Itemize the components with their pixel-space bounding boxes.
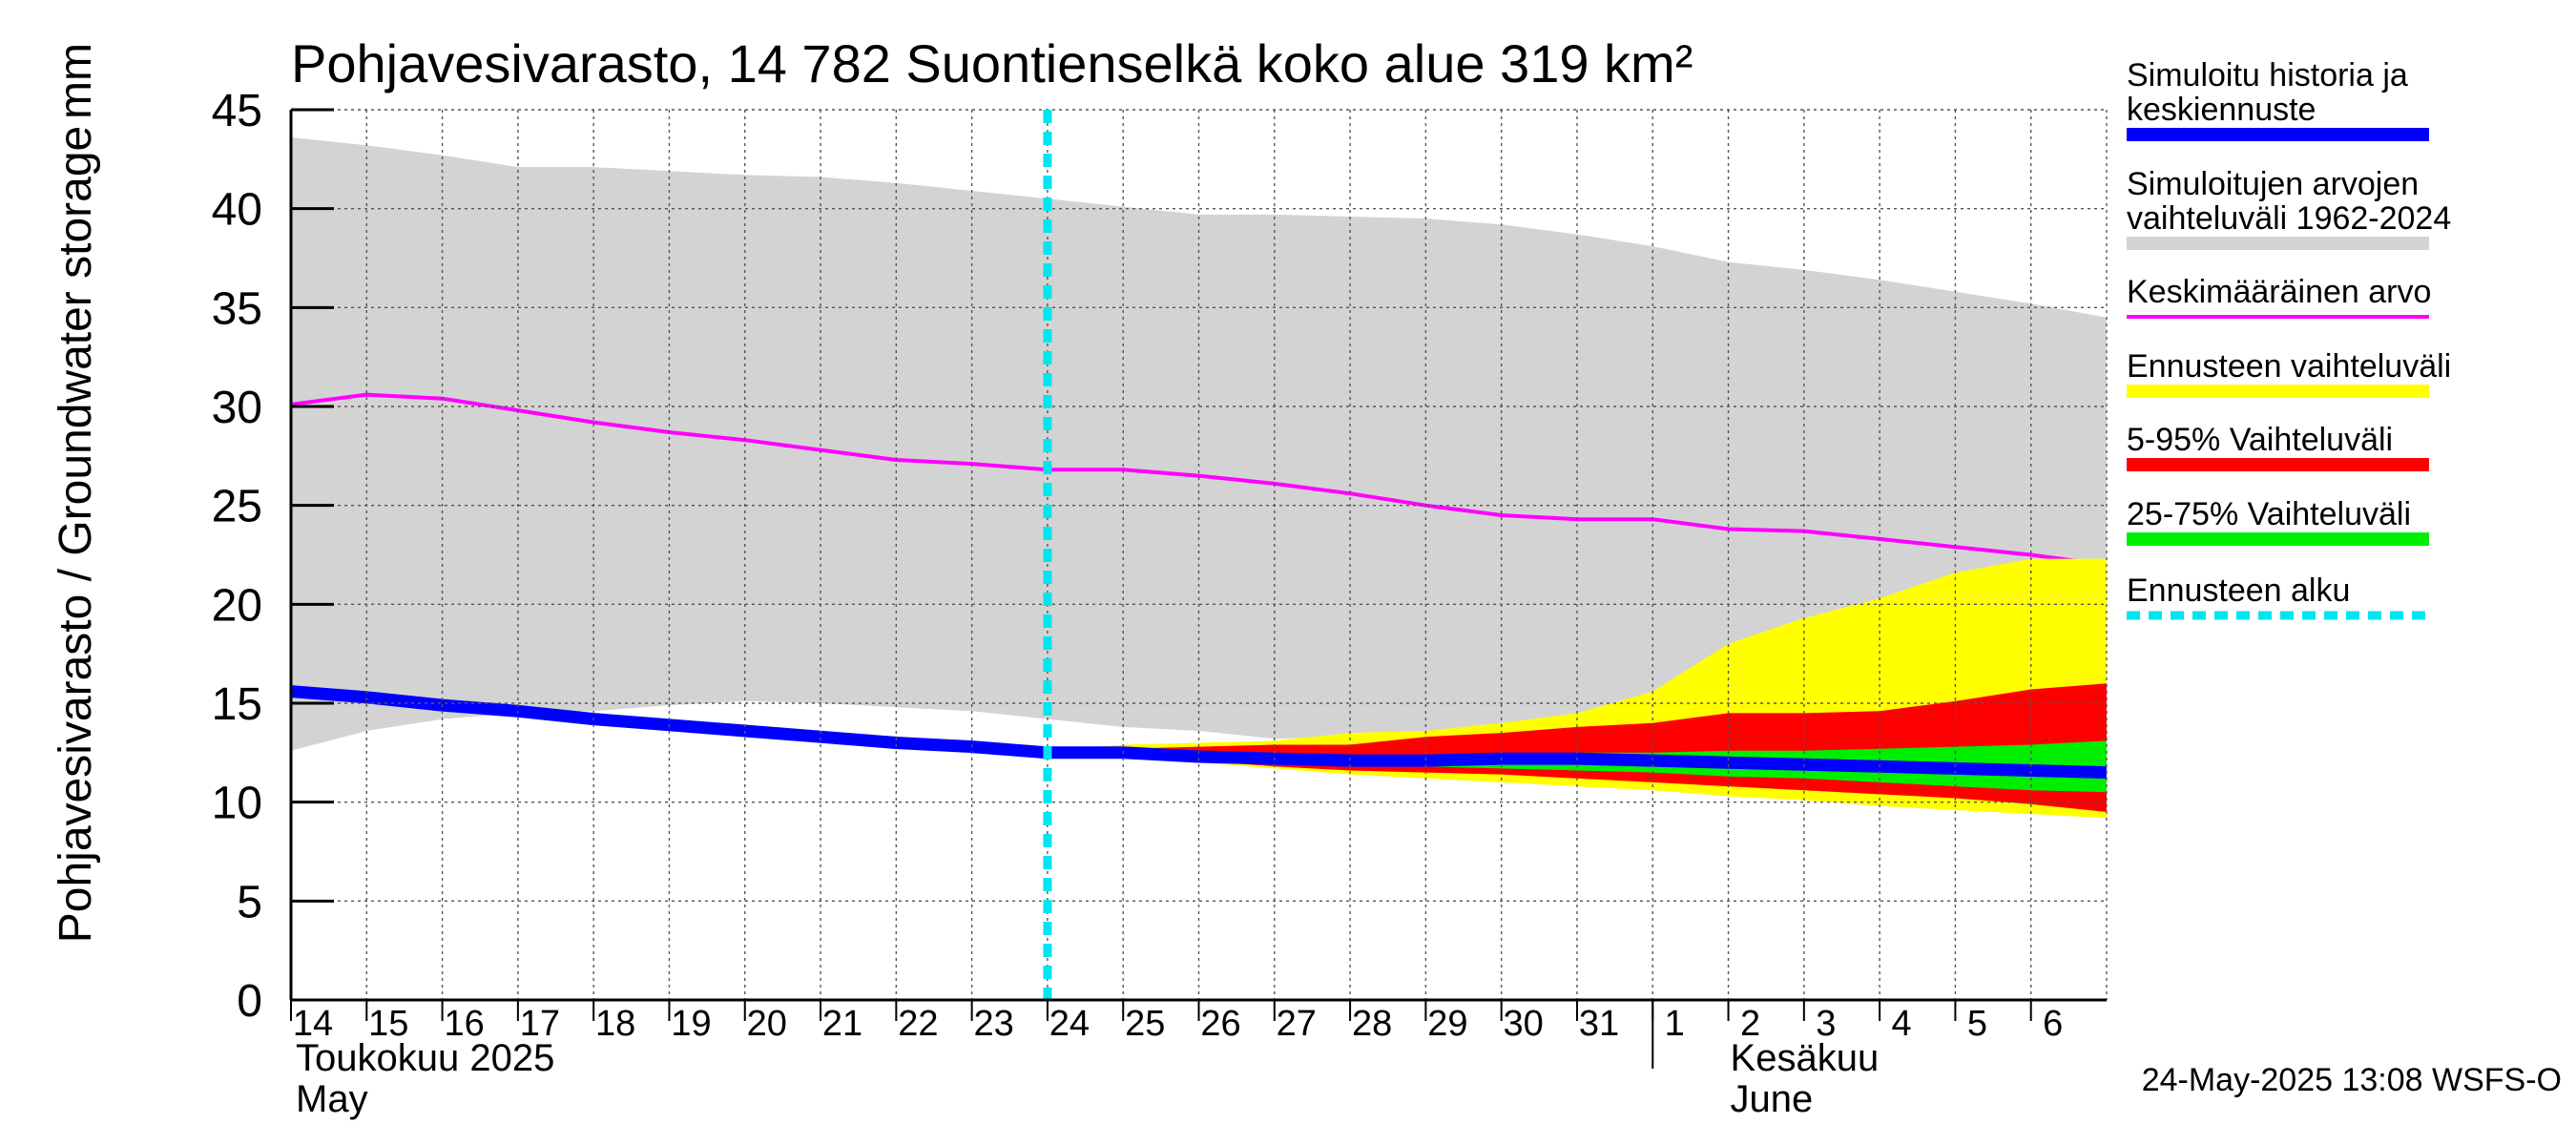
legend-swatch <box>2127 385 2429 398</box>
x-tick-label: 5 <box>1967 1004 1987 1044</box>
legend-label: Simuloitujen arvojen <box>2127 166 2419 202</box>
legend-label: keskiennuste <box>2127 92 2316 128</box>
legend-swatch <box>2127 458 2429 471</box>
chart-title: Pohjavesivarasto, 14 782 Suontienselkä k… <box>291 33 1693 94</box>
legend-label: 5-95% Vaihteluväli <box>2127 422 2393 458</box>
y-tick-label: 15 <box>212 679 262 730</box>
x-tick-label: 19 <box>671 1004 711 1044</box>
x-tick-label: 26 <box>1200 1004 1240 1044</box>
legend-swatch <box>2127 532 2429 546</box>
y-tick-label: 10 <box>212 779 262 829</box>
x-tick-label: 30 <box>1504 1004 1544 1044</box>
x-tick-label: 24 <box>1049 1004 1090 1044</box>
x-tick-label: 23 <box>973 1004 1013 1044</box>
x-tick-label: 16 <box>444 1004 484 1044</box>
grid <box>290 109 2108 1001</box>
y-tick-label: 20 <box>212 580 262 631</box>
x-tick-label: 22 <box>898 1004 938 1044</box>
legend-label: vaihteluväli 1962-2024 <box>2127 200 2451 237</box>
legend-label: 25-75% Vaihteluväli <box>2127 496 2411 532</box>
legend-label: Ennusteen vaihteluväli <box>2127 348 2451 385</box>
y-axis-unit: mm <box>51 43 101 119</box>
y-tick-label: 5 <box>237 877 262 927</box>
y-tick-label: 35 <box>212 283 262 334</box>
x-tick-label: 20 <box>747 1004 787 1044</box>
timestamp-label: 24-May-2025 13:08 WSFS-O <box>2142 1062 2562 1098</box>
x-tick-label: 17 <box>520 1004 560 1044</box>
legend-swatch <box>2127 237 2429 250</box>
month-label-en: May <box>296 1078 368 1120</box>
x-tick-label: 4 <box>1892 1004 1912 1044</box>
x-tick-label: 27 <box>1277 1004 1317 1044</box>
month-label-fi: Kesäkuu <box>1731 1037 1880 1079</box>
x-tick-label: 21 <box>822 1004 862 1044</box>
y-axis-label: Pohjavesivarasto / Groundwater storage <box>51 126 101 943</box>
y-tick-label: 25 <box>212 482 262 532</box>
legend-label: Simuloitu historia ja <box>2127 57 2408 94</box>
y-tick-label: 45 <box>212 86 262 136</box>
legend-swatch <box>2127 315 2429 319</box>
x-tick-label: 15 <box>368 1004 408 1044</box>
month-label-en: June <box>1731 1078 1814 1120</box>
x-tick-label: 25 <box>1125 1004 1165 1044</box>
legend-label: Ennusteen alku <box>2127 572 2350 609</box>
x-tick-label: 1 <box>1665 1004 1685 1044</box>
x-tick-label: 31 <box>1579 1004 1619 1044</box>
y-tick-label: 40 <box>212 185 262 236</box>
x-tick-label: 2 <box>1740 1004 1760 1044</box>
x-tick-label: 28 <box>1352 1004 1392 1044</box>
legend-label: Keskimääräinen arvo <box>2127 274 2431 310</box>
x-tick-label: 3 <box>1816 1004 1836 1044</box>
month-label-fi: Toukokuu 2025 <box>296 1037 554 1079</box>
x-tick-label: 6 <box>2043 1004 2063 1044</box>
y-tick-label: 30 <box>212 383 262 433</box>
x-tick-label: 29 <box>1427 1004 1467 1044</box>
x-tick-label: 14 <box>293 1004 333 1044</box>
legend-swatch <box>2127 128 2429 141</box>
x-tick-label: 18 <box>595 1004 635 1044</box>
y-tick-label: 0 <box>237 976 262 1027</box>
